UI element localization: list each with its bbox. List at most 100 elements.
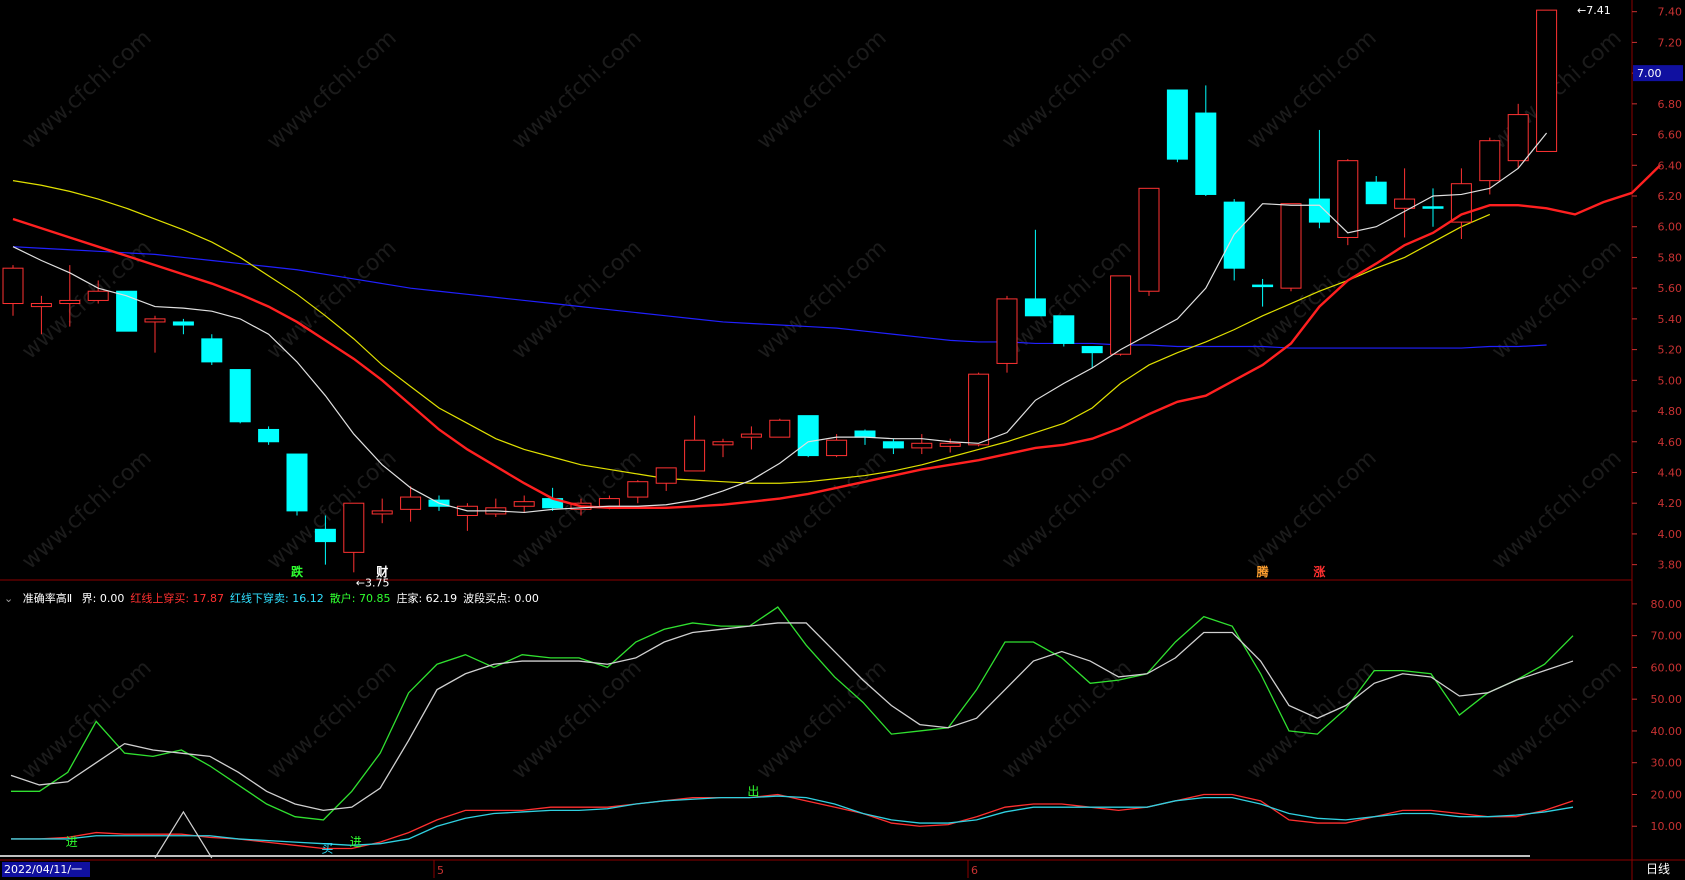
candle-body (882, 441, 904, 449)
candle-body (712, 441, 734, 446)
watermark-text: www.cfchi.com (1487, 446, 1626, 575)
candle-body (1365, 181, 1387, 205)
current-price-box (1633, 65, 1683, 82)
candle-body (87, 290, 109, 301)
candle-body (684, 439, 706, 472)
candle-body (343, 502, 365, 553)
signal-label: 涨 (1313, 564, 1325, 579)
candle-body (1252, 284, 1274, 288)
candle-body (172, 321, 194, 326)
indicator-value-0: 界: 0.00 (81, 592, 125, 605)
candle-body (655, 467, 677, 484)
indicator-series-3 (11, 795, 1574, 846)
collapse-icon[interactable]: ⌄ (4, 592, 14, 605)
price-panel[interactable]: ←3.75 ←7.41 跌 财 腾 涨 (2, 4, 1662, 589)
indicator-value-4: 庄家: 62.19 (396, 592, 458, 605)
axes-layer: 7.40 7.20 7.00 6.80 6.60 6.40 6.20 6.00 5.80 5.60… (1632, 6, 1683, 833)
indicator-name[interactable]: 准确率高Ⅱ (22, 592, 73, 605)
indicator-signal: 买 (321, 841, 333, 855)
indicator-series-2 (11, 793, 1574, 850)
candle-body (116, 290, 138, 332)
candle-body (1422, 206, 1444, 209)
y-tick-label: 4.20 (1658, 497, 1683, 510)
watermark-text: www.cfchi.com (997, 26, 1136, 155)
candle-body (854, 430, 876, 438)
ma60-line (12, 246, 1547, 349)
candle-body (1280, 203, 1302, 289)
watermark-text: www.cfchi.com (507, 446, 646, 575)
y2-tick-label: 30.00 (1651, 757, 1683, 770)
current-price-label: 7.00 (1637, 67, 1662, 80)
watermark-text: www.cfchi.com (1242, 446, 1381, 575)
candle-body (371, 510, 393, 515)
period-label[interactable]: 日线 (1645, 862, 1670, 876)
ma20-line (12, 180, 1491, 484)
y-tick-label: 4.40 (1658, 466, 1683, 479)
candle-body (1337, 160, 1359, 238)
candle-body (1536, 9, 1558, 152)
y-tick-label: 6.20 (1658, 190, 1683, 203)
y-tick-label: 5.40 (1658, 313, 1683, 326)
watermark-text: www.cfchi.com (752, 236, 891, 365)
watermark-text: www.cfchi.com (507, 26, 646, 155)
y-tick-label: 5.00 (1658, 374, 1683, 387)
candle-body (513, 501, 535, 507)
y-tick-label: 6.80 (1658, 98, 1683, 111)
candle-body (286, 453, 308, 512)
y-tick-label: 6.60 (1658, 129, 1683, 142)
candle-body (229, 369, 251, 423)
indicator-signal: 进 (66, 835, 78, 849)
indicator-signal: 进 (350, 835, 362, 849)
candle-body (968, 373, 990, 446)
watermark-text: www.cfchi.com (17, 26, 156, 155)
y-tick-label: 7.20 (1658, 36, 1683, 49)
candle-body (314, 528, 336, 543)
watermark-text: www.cfchi.com (17, 446, 156, 575)
watermark-text: www.cfchi.com (262, 446, 401, 575)
month-label: 6 (971, 864, 978, 877)
candle-body (939, 442, 961, 447)
y-tick-label: 4.80 (1658, 405, 1683, 418)
candle-body (30, 303, 52, 308)
y2-tick-label: 40.00 (1651, 725, 1683, 738)
watermark-text: www.cfchi.com (997, 446, 1136, 575)
indicator-series-1 (10, 622, 1574, 812)
candle-body (996, 298, 1018, 364)
candle-body (59, 299, 81, 305)
y2-tick-label: 50.00 (1651, 693, 1683, 706)
y-tick-label: 4.60 (1658, 436, 1683, 449)
watermark-text: www.cfchi.com (1242, 656, 1381, 785)
watermark-text: www.cfchi.com (507, 236, 646, 365)
candle-body (1053, 315, 1075, 344)
watermark-text: www.cfchi.com (1487, 656, 1626, 785)
watermark-text: www.cfchi.com (262, 656, 401, 785)
y2-tick-label: 60.00 (1651, 661, 1683, 674)
candle-body (201, 338, 223, 363)
spike-marker (154, 810, 213, 859)
candle-body (826, 439, 848, 457)
y-tick-label: 5.20 (1658, 344, 1683, 357)
indicator-series-0 (11, 606, 1574, 821)
candle-body (258, 428, 280, 443)
indicator-value-5: 波段买点: 0.00 (463, 592, 539, 605)
candle-body (911, 442, 933, 449)
candle-body (1507, 114, 1529, 162)
candle-body (769, 419, 791, 438)
watermark-text: www.cfchi.com (752, 446, 891, 575)
ma10-line (12, 164, 1662, 510)
indicator-panel[interactable]: 进 买 进 出 (10, 606, 1574, 859)
y-tick-label: 4.00 (1658, 528, 1683, 541)
month-label: 5 (437, 864, 444, 877)
date-readout: 2022/04/11/一 (2, 862, 90, 877)
indicator-value-2: 红线下穿卖: 16.12 (230, 592, 324, 605)
y-tick-label: 3.80 (1658, 559, 1683, 572)
watermark-text: www.cfchi.com (752, 26, 891, 155)
candle-body (1308, 198, 1330, 223)
signal-label: 跌 (291, 564, 304, 579)
signal-label: 腾 (1256, 564, 1270, 579)
watermark-text: www.cfchi.com (17, 656, 156, 785)
candle-body (1166, 89, 1188, 160)
indicator-signal: 出 (747, 784, 759, 798)
